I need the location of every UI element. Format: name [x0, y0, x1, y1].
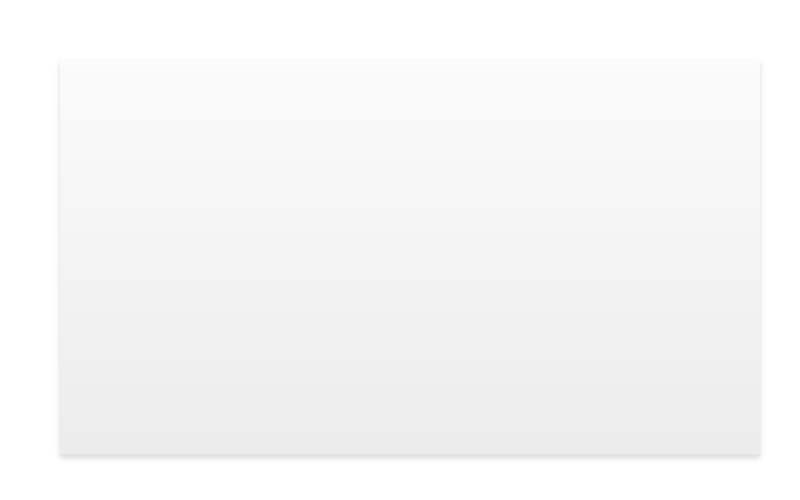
chart-svg	[0, 0, 800, 500]
plot-background	[60, 60, 760, 455]
chart-container	[0, 0, 800, 500]
